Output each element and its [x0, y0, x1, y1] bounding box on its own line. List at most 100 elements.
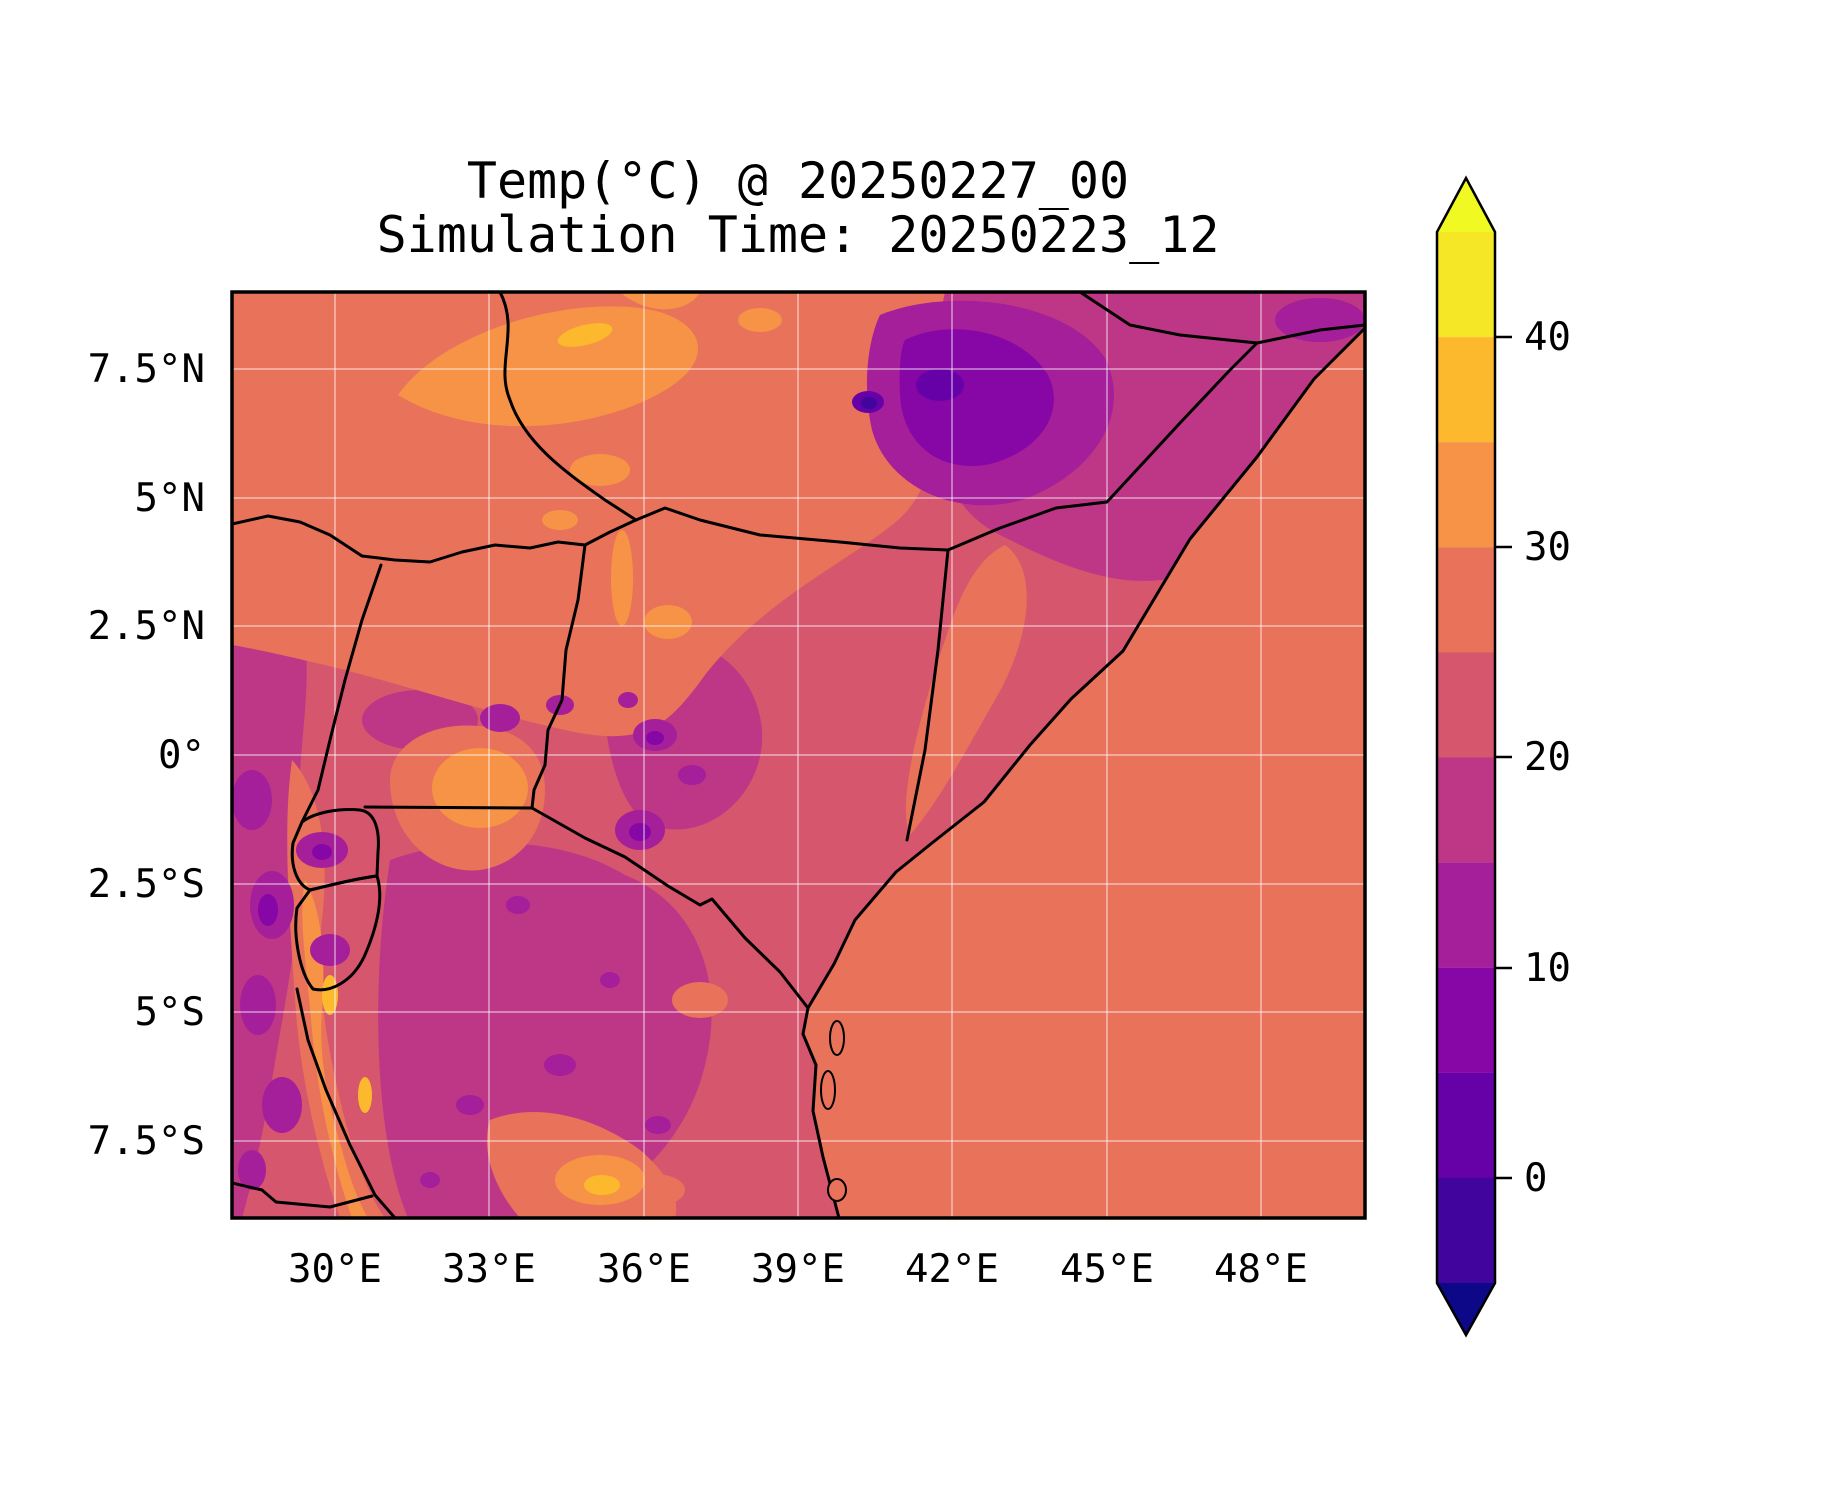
temp-region: [678, 765, 706, 785]
temp-region: [644, 605, 692, 639]
temp-region: [240, 975, 276, 1035]
lat-tick-label: 0°: [158, 733, 205, 778]
colorbar-band-15-20: [1437, 757, 1495, 863]
page-subtitle: Simulation Time: 20250223_12: [377, 206, 1220, 264]
temp-region: [620, 292, 700, 310]
page-title: Temp(°C) @ 20250227_00: [467, 152, 1129, 210]
temp-region: [420, 1172, 440, 1188]
temp-region: [544, 1054, 576, 1076]
colorbar-band-40-45: [1437, 232, 1495, 338]
temp-region: [506, 896, 530, 914]
colorbar-tick-label: 20: [1524, 735, 1571, 780]
colorbar-tick-label: 10: [1524, 946, 1571, 991]
lat-axis: 7.5°N 5°N 2.5°N 0° 2.5°S 5°S 7.5°S: [88, 347, 205, 1164]
temp-region: [542, 510, 578, 530]
lon-tick-label: 39°E: [751, 1247, 845, 1292]
lon-tick-label: 30°E: [288, 1247, 382, 1292]
colorbar-band-30-35: [1437, 442, 1495, 548]
colorbar-band-10-15: [1437, 862, 1495, 968]
map-frame: [230, 290, 1367, 1220]
border-southwest-corner: [232, 1181, 374, 1209]
temp-region: [238, 1150, 266, 1190]
temp-region: [905, 545, 1027, 835]
temp-region: [312, 844, 332, 860]
border-uganda-tanzania: [363, 805, 534, 810]
temp-region: [358, 1077, 372, 1113]
temp-region: [232, 292, 945, 737]
lon-tick-label: 33°E: [442, 1247, 536, 1292]
colorbar-band-m5-0: [1437, 1177, 1495, 1284]
ocean-fill: [803, 328, 1365, 1218]
colorbar-tick-label: 30: [1524, 525, 1571, 570]
temp-region: [899, 329, 1054, 466]
border-kenya-ethiopia: [634, 506, 950, 552]
temp-region: [916, 369, 964, 401]
temp-region: [456, 1095, 484, 1115]
temperature-field: [232, 292, 1365, 1218]
temp-region: [262, 1077, 302, 1133]
colorbar-band-5-10: [1437, 967, 1495, 1073]
colorbar-band-35-40: [1437, 337, 1495, 443]
temp-region: [480, 704, 520, 732]
temp-region: [287, 760, 385, 1218]
temp-region: [322, 975, 338, 1015]
lat-tick-label: 2.5°N: [88, 604, 205, 649]
border-kenya-tanzania: [530, 806, 810, 1010]
gridlines: [232, 292, 1365, 1218]
border-ethiopia-somalia: [946, 341, 1259, 552]
lon-tick-label: 48°E: [1214, 1247, 1308, 1292]
lon-tick-label: 36°E: [597, 1247, 691, 1292]
temp-region: [672, 982, 728, 1018]
colorbar-band-25-30: [1437, 547, 1495, 653]
temp-region: [1275, 298, 1365, 342]
coastline: [801, 326, 1365, 1218]
colorbar-band-0-5: [1437, 1072, 1495, 1178]
country-borders: [232, 292, 1365, 1218]
colorbar-arrow-over: [1437, 178, 1495, 232]
border-uganda-kenya: [530, 543, 587, 810]
colorbar-outline: [1435, 175, 1497, 1338]
colorbar-arrow-under: [1437, 1283, 1495, 1335]
lat-tick-label: 2.5°S: [88, 862, 205, 907]
colorbar-tick-label: 0: [1524, 1156, 1547, 1201]
border-ssudan-ethiopia: [498, 292, 638, 522]
island-zanzibar: [820, 1070, 836, 1110]
island-pemba: [829, 1020, 845, 1056]
colorbar-tick-label: 40: [1524, 315, 1571, 360]
temp-region: [645, 1116, 671, 1134]
temp-region: [646, 731, 664, 745]
border-tanzania-west: [295, 987, 397, 1218]
temp-region: [600, 972, 620, 988]
colorbar-band-20-25: [1437, 652, 1495, 758]
lon-tick-label: 42°E: [905, 1247, 999, 1292]
temp-region-coldest: [861, 397, 877, 409]
border-uganda-drc: [300, 563, 383, 824]
border-somaliland: [1078, 292, 1365, 345]
temp-region: [611, 530, 633, 626]
lon-tick-label: 45°E: [1060, 1247, 1154, 1292]
temp-region: [310, 934, 350, 966]
border-burundi: [294, 874, 382, 992]
island-mafia: [827, 1178, 847, 1202]
lat-tick-label: 5°S: [135, 990, 205, 1035]
temp-region: [232, 770, 272, 830]
temp-region: [570, 454, 630, 486]
temp-region: [557, 323, 613, 347]
border-kenya-somalia: [905, 548, 950, 842]
temp-region: [629, 823, 651, 841]
lat-tick-label: 5°N: [135, 476, 205, 521]
temp-region: [378, 842, 712, 1218]
temp-region: [302, 880, 368, 1218]
temp-region: [398, 306, 699, 427]
lon-axis: 30°E 33°E 36°E 39°E 42°E 45°E 48°E: [288, 1247, 1308, 1292]
temp-region: [584, 1175, 620, 1195]
temp-region: [738, 308, 782, 332]
border-ssudan-south: [232, 514, 638, 564]
temp-region: [432, 748, 528, 828]
temp-region: [618, 692, 638, 708]
colorbar: 40 30 20 10 0: [1435, 175, 1571, 1338]
lat-tick-label: 7.5°S: [88, 1119, 205, 1164]
lat-tick-label: 7.5°N: [88, 347, 205, 392]
